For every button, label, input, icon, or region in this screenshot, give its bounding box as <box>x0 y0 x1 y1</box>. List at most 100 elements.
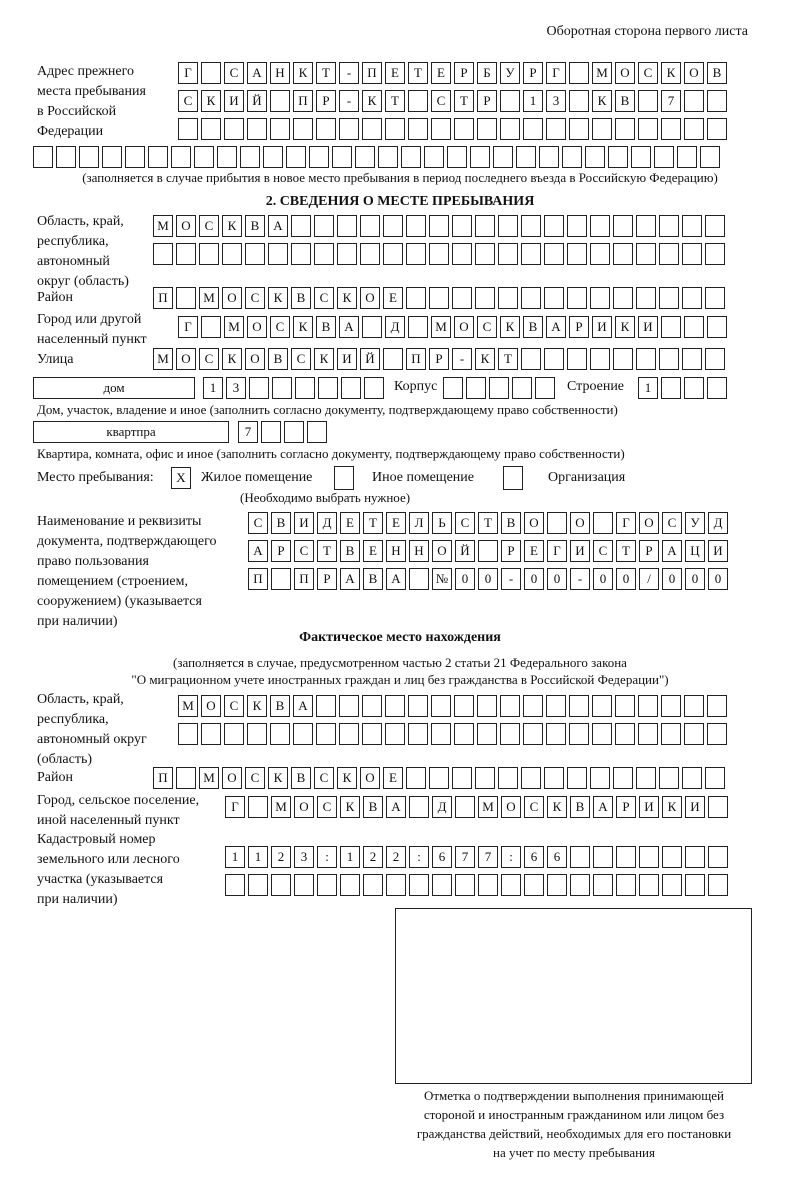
char-cell[interactable] <box>544 243 564 265</box>
char-cell[interactable]: В <box>268 348 288 370</box>
char-cell[interactable]: О <box>524 512 544 534</box>
char-cell[interactable]: Е <box>385 62 405 84</box>
char-cell[interactable] <box>409 874 429 896</box>
char-cell[interactable] <box>523 695 543 717</box>
char-cell[interactable]: С <box>524 796 544 818</box>
char-cell[interactable]: Р <box>429 348 449 370</box>
char-cell[interactable] <box>616 874 636 896</box>
char-cell[interactable] <box>567 215 587 237</box>
char-cell[interactable] <box>337 215 357 237</box>
char-cell[interactable] <box>341 377 361 399</box>
char-cell[interactable] <box>684 377 704 399</box>
char-cell[interactable] <box>521 767 541 789</box>
prev-address-row-4[interactable] <box>33 146 723 168</box>
char-cell[interactable]: С <box>270 316 290 338</box>
char-cell[interactable] <box>201 62 221 84</box>
char-cell[interactable] <box>636 287 656 309</box>
char-cell[interactable]: К <box>592 90 612 112</box>
char-cell[interactable] <box>452 243 472 265</box>
char-cell[interactable] <box>477 695 497 717</box>
char-cell[interactable]: О <box>222 287 242 309</box>
char-cell[interactable]: - <box>452 348 472 370</box>
char-cell[interactable]: М <box>224 316 244 338</box>
char-cell[interactable] <box>500 723 520 745</box>
char-cell[interactable] <box>432 874 452 896</box>
char-cell[interactable] <box>455 874 475 896</box>
char-cell[interactable] <box>429 287 449 309</box>
char-cell[interactable]: 3 <box>294 846 314 868</box>
char-cell[interactable] <box>286 146 306 168</box>
char-cell[interactable] <box>707 377 727 399</box>
char-cell[interactable]: П <box>293 90 313 112</box>
char-cell[interactable] <box>544 215 564 237</box>
char-cell[interactable] <box>661 695 681 717</box>
char-cell[interactable]: К <box>293 316 313 338</box>
char-cell[interactable]: Т <box>498 348 518 370</box>
char-cell[interactable] <box>638 695 658 717</box>
char-cell[interactable] <box>56 146 76 168</box>
char-cell[interactable] <box>454 695 474 717</box>
char-cell[interactable]: Т <box>385 90 405 112</box>
char-cell[interactable] <box>500 90 520 112</box>
char-cell[interactable] <box>431 118 451 140</box>
char-cell[interactable] <box>33 146 53 168</box>
char-cell[interactable] <box>707 118 727 140</box>
char-cell[interactable]: С <box>455 512 475 534</box>
char-cell[interactable] <box>615 723 635 745</box>
char-cell[interactable]: В <box>291 287 311 309</box>
char-cell[interactable] <box>429 243 449 265</box>
char-cell[interactable]: К <box>337 287 357 309</box>
char-cell[interactable] <box>590 287 610 309</box>
char-cell[interactable] <box>498 243 518 265</box>
char-cell[interactable]: Р <box>501 540 521 562</box>
char-cell[interactable]: А <box>386 568 406 590</box>
char-cell[interactable] <box>562 146 582 168</box>
char-cell[interactable]: Р <box>454 62 474 84</box>
char-cell[interactable]: И <box>639 796 659 818</box>
char-cell[interactable]: Л <box>409 512 429 534</box>
char-cell[interactable] <box>705 215 725 237</box>
char-cell[interactable]: В <box>523 316 543 338</box>
char-cell[interactable]: - <box>570 568 590 590</box>
char-cell[interactable] <box>567 767 587 789</box>
char-cell[interactable] <box>500 695 520 717</box>
char-cell[interactable] <box>631 146 651 168</box>
char-cell[interactable]: Е <box>363 540 383 562</box>
char-cell[interactable] <box>261 421 281 443</box>
char-cell[interactable] <box>385 118 405 140</box>
char-cell[interactable] <box>636 215 656 237</box>
char-cell[interactable] <box>659 243 679 265</box>
char-cell[interactable]: К <box>661 62 681 84</box>
char-cell[interactable]: Т <box>616 540 636 562</box>
char-cell[interactable]: М <box>199 287 219 309</box>
char-cell[interactable]: П <box>248 568 268 590</box>
char-cell[interactable] <box>682 215 702 237</box>
char-cell[interactable]: Й <box>455 540 475 562</box>
char-cell[interactable] <box>661 316 681 338</box>
char-cell[interactable] <box>270 90 290 112</box>
char-cell[interactable] <box>337 243 357 265</box>
char-cell[interactable]: В <box>291 767 311 789</box>
char-cell[interactable] <box>475 767 495 789</box>
char-cell[interactable]: 7 <box>455 846 475 868</box>
char-cell[interactable] <box>661 723 681 745</box>
char-cell[interactable]: Н <box>270 62 290 84</box>
char-cell[interactable] <box>363 874 383 896</box>
char-cell[interactable] <box>685 846 705 868</box>
char-cell[interactable]: Г <box>178 316 198 338</box>
char-cell[interactable] <box>263 146 283 168</box>
char-cell[interactable]: В <box>271 512 291 534</box>
char-cell[interactable] <box>317 874 337 896</box>
char-cell[interactable] <box>383 215 403 237</box>
char-cell[interactable]: К <box>268 767 288 789</box>
char-cell[interactable]: 6 <box>547 846 567 868</box>
char-cell[interactable]: № <box>432 568 452 590</box>
char-cell[interactable]: Б <box>477 62 497 84</box>
char-cell[interactable]: К <box>247 695 267 717</box>
char-cell[interactable] <box>431 723 451 745</box>
prev-address-row-3[interactable] <box>178 118 730 140</box>
char-cell[interactable]: О <box>639 512 659 534</box>
